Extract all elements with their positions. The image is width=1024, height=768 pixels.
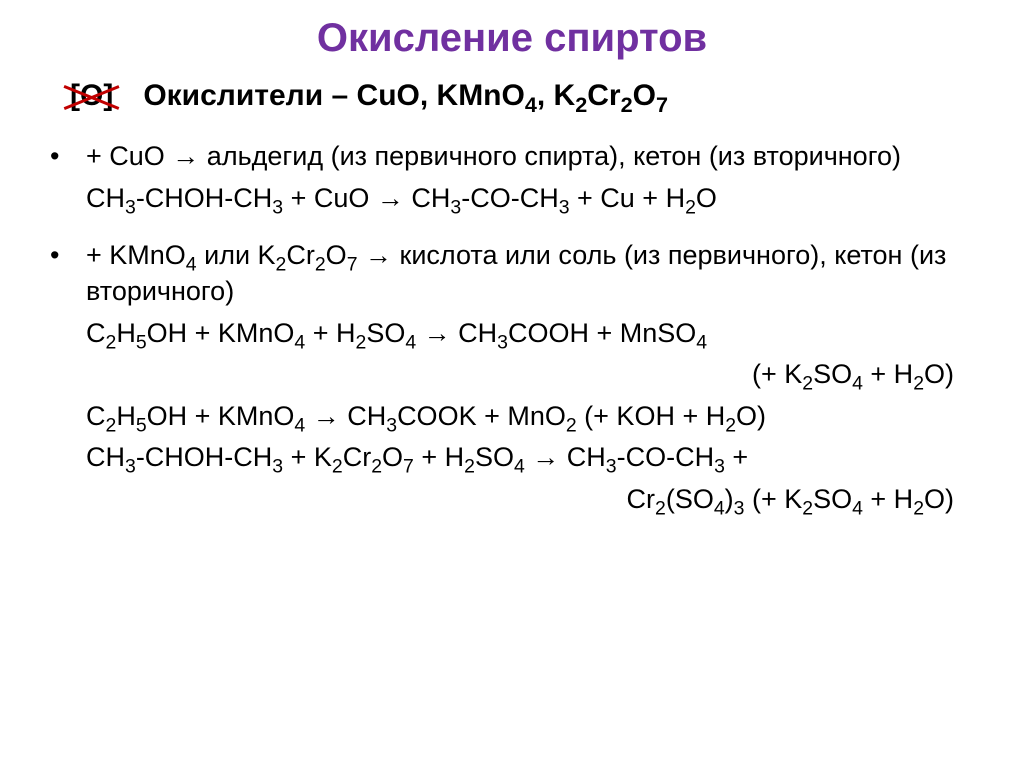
equation-line: CH3-CHOH-CH3 + K2Cr2O7 + H2SO4 → CH3-CO-… (86, 440, 974, 476)
bullet-row: •+ KMnO4 или K2Cr2O7 → кислота или соль … (50, 238, 974, 309)
bullet-row: •+ CuO → альдегид (из первичного спирта)… (50, 139, 974, 175)
bullet-lead-text: + KMnO4 или K2Cr2O7 → кислота или соль (… (86, 238, 974, 309)
bullet-marker: • (50, 139, 86, 174)
bullet-marker: • (50, 238, 86, 273)
equation-line: CH3-CHOH-CH3 + CuO → CH3-CO-CH3 + Cu + H… (86, 181, 974, 217)
subheading-row: [O] Окислители – CuO, KMnO4, K2Cr2O7 (70, 79, 974, 113)
equation-line: (+ K2SO4 + H2O) (86, 357, 974, 393)
equation-line: C2H5OH + KMnO4 → CH3COOK + MnO2 (+ KOH +… (86, 399, 974, 435)
equation-line: C2H5OH + KMnO4 + H2SO4 → CH3COOH + MnSO4 (86, 316, 974, 352)
oxidizers-label: Окислители – CuO, KMnO4, K2Cr2O7 (143, 79, 668, 113)
equation-line: Cr2(SO4)3 (+ K2SO4 + H2O) (86, 482, 974, 518)
content-body: •+ CuO → альдегид (из первичного спирта)… (50, 139, 974, 518)
page-title: Окисление спиртов (50, 16, 974, 61)
crossed-o-symbol: [O] (70, 81, 113, 111)
bullet-lead-text: + CuO → альдегид (из первичного спирта),… (86, 139, 901, 175)
